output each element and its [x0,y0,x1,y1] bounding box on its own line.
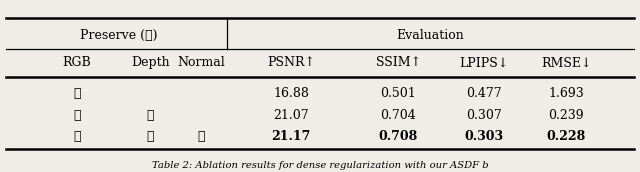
Text: Table 2: Ablation results for dense regularization with our ASDF b: Table 2: Ablation results for dense regu… [152,161,488,170]
Text: 0.704: 0.704 [381,109,416,122]
Text: ✓: ✓ [73,109,81,122]
Text: LPIPS↓: LPIPS↓ [460,56,508,69]
Text: 0.228: 0.228 [547,130,586,143]
Text: 0.239: 0.239 [548,109,584,122]
Text: RGB: RGB [63,56,91,69]
Text: Normal: Normal [178,56,225,69]
Text: 0.303: 0.303 [464,130,504,143]
Text: 21.07: 21.07 [273,109,309,122]
Text: 0.708: 0.708 [379,130,418,143]
Text: SSIM↑: SSIM↑ [376,56,421,69]
Text: Evaluation: Evaluation [397,29,464,42]
Text: 0.477: 0.477 [466,87,502,100]
Text: PSNR↑: PSNR↑ [268,56,315,69]
Text: ✓: ✓ [198,130,205,143]
Text: 0.307: 0.307 [466,109,502,122]
Text: RMSE↓: RMSE↓ [541,56,591,69]
Text: ✓: ✓ [147,130,154,143]
Text: 1.693: 1.693 [548,87,584,100]
Text: 21.17: 21.17 [271,130,311,143]
Text: ✓: ✓ [73,130,81,143]
Text: ✓: ✓ [73,87,81,100]
Text: 0.501: 0.501 [381,87,416,100]
Text: 16.88: 16.88 [273,87,309,100]
Text: ✓: ✓ [147,109,154,122]
Text: Preserve (✓): Preserve (✓) [79,29,157,42]
Text: Depth: Depth [131,56,170,69]
